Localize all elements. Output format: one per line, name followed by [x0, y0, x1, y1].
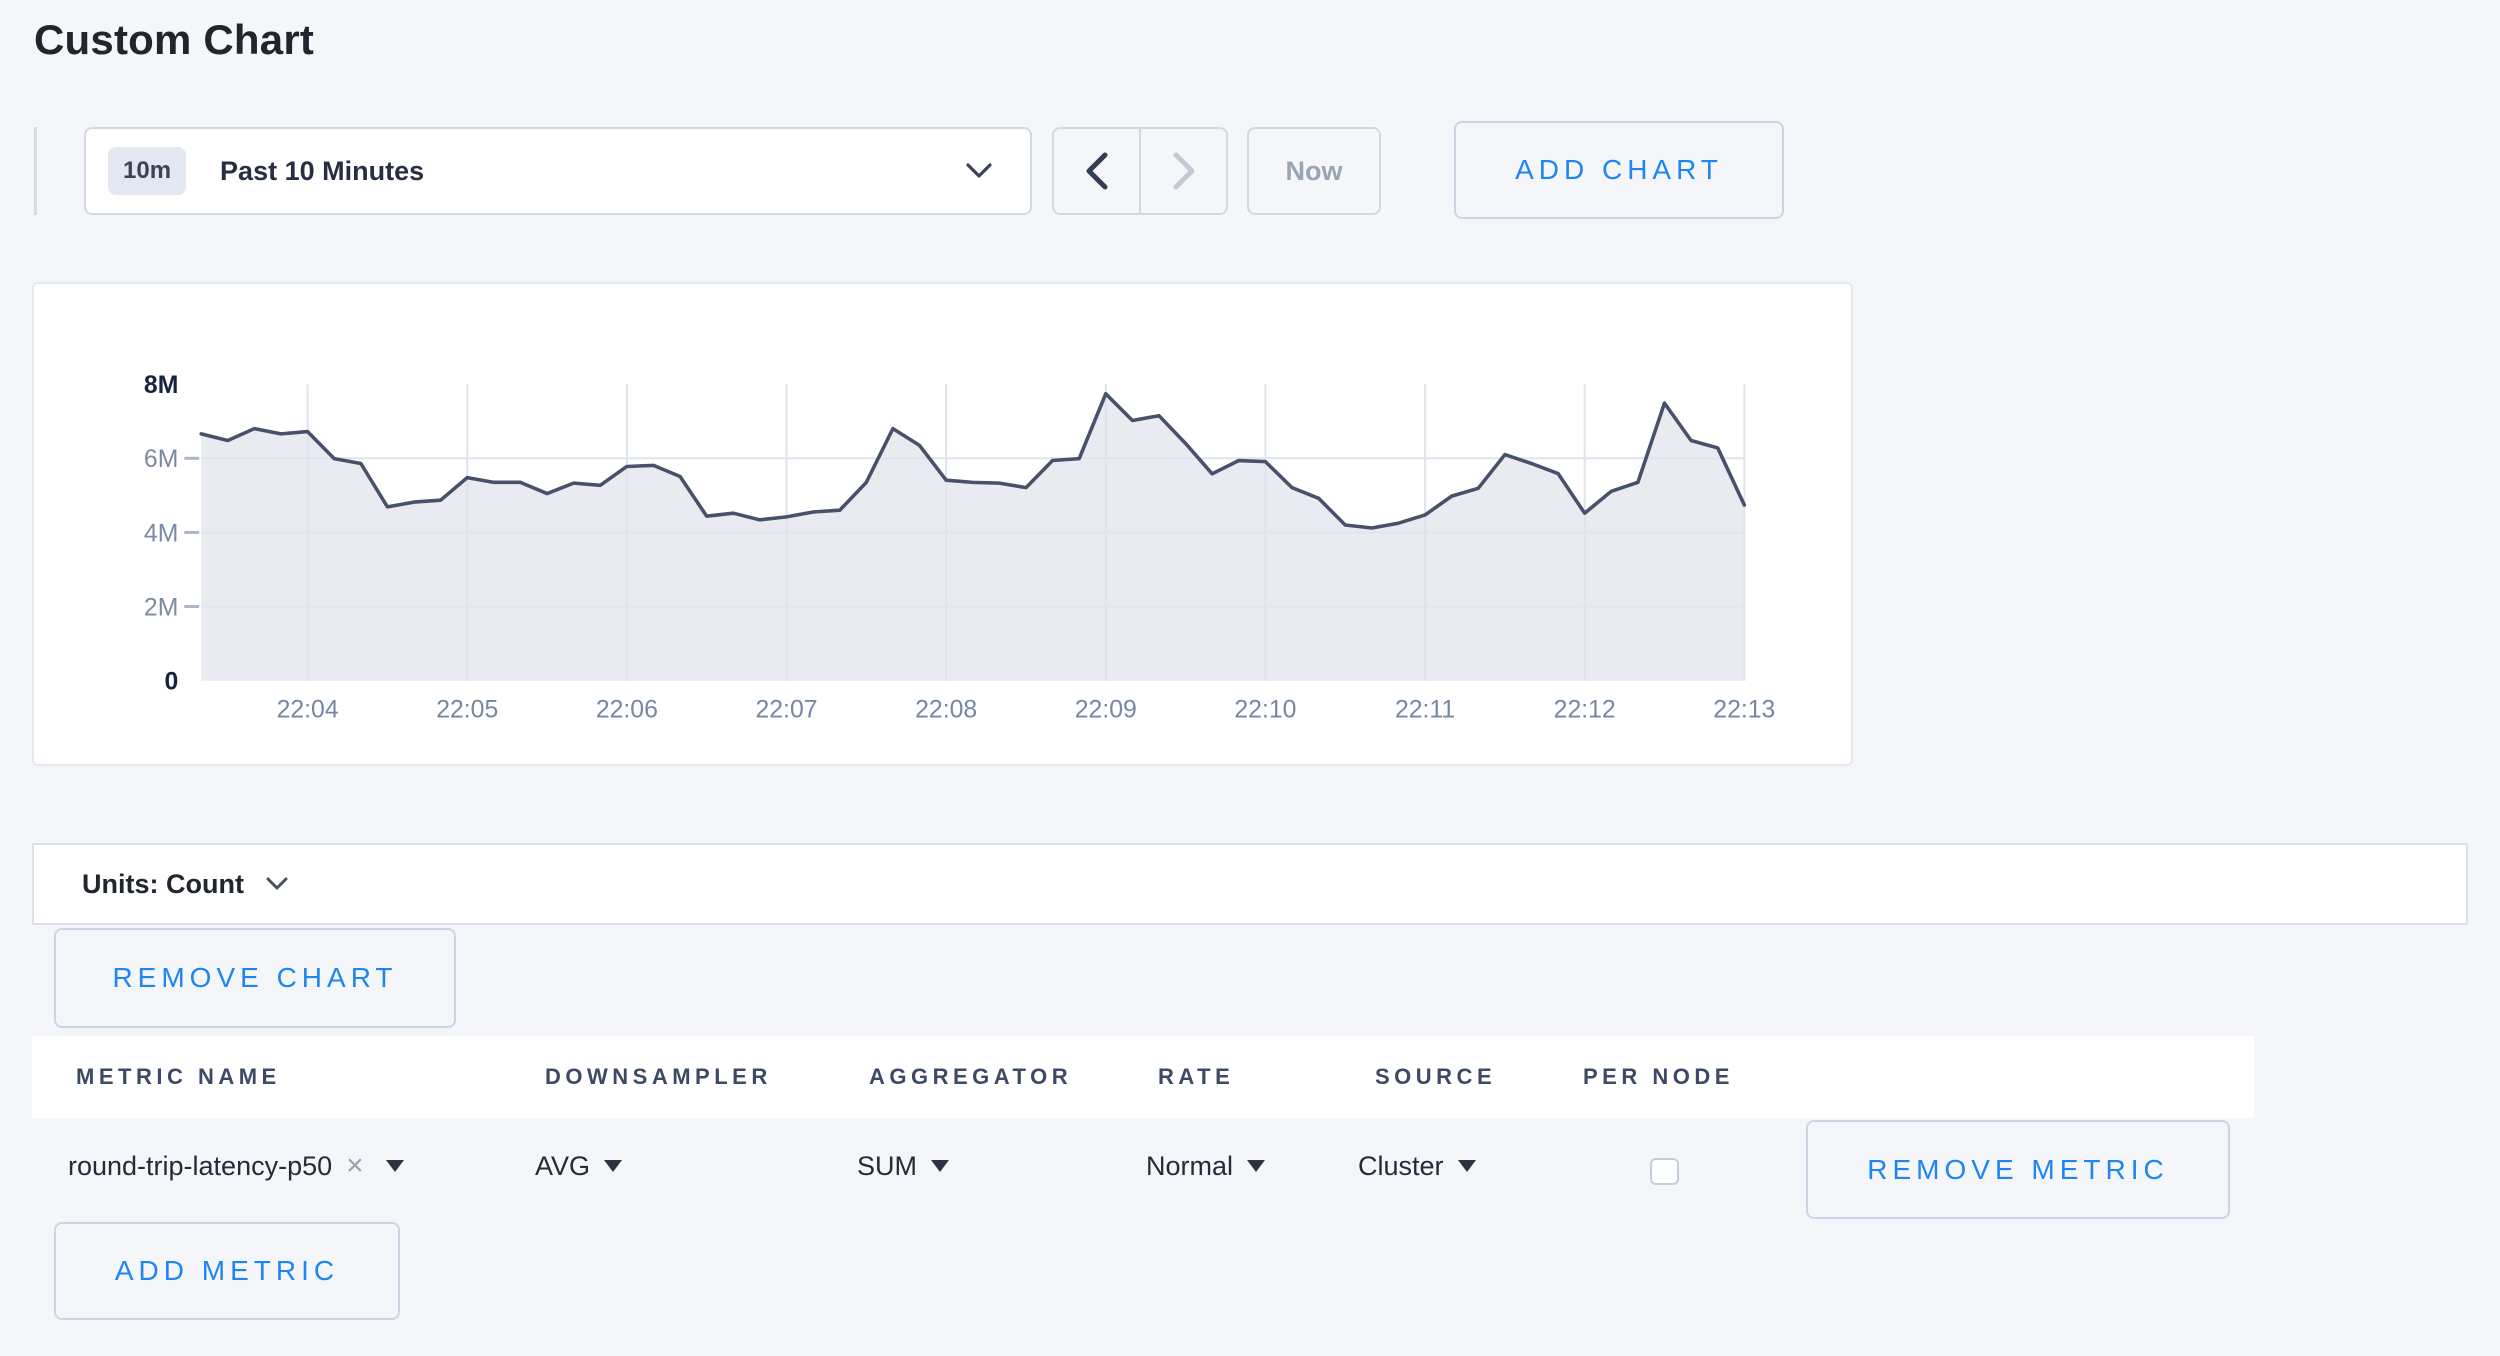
svg-text:22:07: 22:07 — [755, 696, 817, 723]
remove-metric-label: REMOVE METRIC — [1867, 1153, 2169, 1185]
add-chart-label: ADD CHART — [1515, 154, 1723, 185]
chart-card: 0 2M 4M 6M 8M 22:04 22:05 22:06 22:07 22:08 22:09 2… — [32, 282, 1853, 766]
svg-text:4M: 4M — [144, 520, 178, 547]
metric-name-select[interactable]: round-trip-latency-p50 × — [68, 1140, 404, 1192]
time-range-label: Past 10 Minutes — [220, 155, 425, 186]
svg-text:22:09: 22:09 — [1075, 696, 1137, 723]
remove-chart-label: REMOVE CHART — [112, 962, 398, 993]
svg-text:2M: 2M — [144, 594, 178, 621]
page-title: Custom Chart — [34, 16, 315, 63]
chart-area-series — [201, 393, 1745, 681]
svg-text:22:13: 22:13 — [1713, 696, 1775, 723]
time-back-button[interactable] — [1054, 129, 1139, 213]
svg-text:22:12: 22:12 — [1554, 696, 1616, 723]
units-bar: Units: Count — [32, 843, 2468, 925]
svg-text:6M: 6M — [144, 446, 178, 473]
column-header-metric-name: METRIC NAME — [76, 1064, 281, 1089]
svg-text:22:05: 22:05 — [436, 696, 498, 723]
remove-chart-button[interactable]: REMOVE CHART — [54, 928, 456, 1028]
chart-line-series — [199, 391, 1747, 530]
svg-text:0: 0 — [165, 669, 179, 696]
svg-text:22:06: 22:06 — [596, 696, 658, 723]
now-button-label: Now — [1285, 155, 1343, 186]
x-axis-labels: 22:04 22:05 22:06 22:07 22:08 22:09 22:10 22:11… — [277, 696, 1776, 723]
rate-select[interactable]: Normal — [1146, 1140, 1266, 1192]
aggregator-select[interactable]: SUM — [857, 1140, 949, 1192]
now-button[interactable]: Now — [1247, 127, 1381, 215]
downsampler-select[interactable]: AVG — [535, 1140, 623, 1192]
svg-text:22:04: 22:04 — [277, 696, 339, 723]
svg-text:8M: 8M — [144, 372, 178, 399]
source-value: Cluster — [1358, 1150, 1444, 1181]
add-chart-button[interactable]: ADD CHART — [1454, 121, 1784, 219]
column-header-downsampler: DOWNSAMPLER — [545, 1064, 772, 1089]
caret-down-icon — [385, 1160, 404, 1172]
metric-name-value: round-trip-latency-p50 — [68, 1150, 333, 1181]
time-range-badge: 10m — [108, 147, 187, 195]
toolbar-left-divider — [34, 127, 37, 215]
chart-gridlines — [184, 384, 1746, 681]
clear-metric-icon[interactable]: × — [346, 1149, 364, 1182]
source-select[interactable]: Cluster — [1358, 1140, 1476, 1192]
metrics-table-header: METRIC NAME DOWNSAMPLER AGGREGATOR RATE … — [32, 1036, 2254, 1118]
per-node-checkbox[interactable] — [1650, 1158, 1679, 1185]
column-header-per-node: PER NODE — [1583, 1064, 1734, 1089]
units-dropdown-label: Units: Count — [82, 868, 244, 899]
column-header-rate: RATE — [1158, 1064, 1235, 1089]
time-forward-button[interactable] — [1139, 129, 1226, 213]
add-metric-button[interactable]: ADD METRIC — [54, 1222, 400, 1320]
metric-row: round-trip-latency-p50 × AVG SUM Normal … — [0, 1118, 2500, 1212]
y-axis-labels: 0 2M 4M 6M 8M — [144, 372, 178, 696]
rate-value: Normal — [1146, 1150, 1234, 1181]
svg-text:22:08: 22:08 — [915, 696, 977, 723]
time-range-dropdown[interactable]: 10m Past 10 Minutes — [84, 127, 1032, 215]
column-header-aggregator: AGGREGATOR — [869, 1064, 1073, 1089]
remove-metric-button[interactable]: REMOVE METRIC — [1806, 1120, 2230, 1219]
chevron-down-icon — [266, 877, 288, 891]
chevron-down-icon — [966, 163, 992, 179]
add-metric-label: ADD METRIC — [114, 1255, 340, 1286]
caret-down-icon — [1247, 1160, 1266, 1172]
time-nav-group — [1052, 127, 1228, 215]
units-dropdown[interactable]: Units: Count — [82, 869, 288, 900]
chevron-left-icon — [1085, 152, 1109, 190]
downsampler-value: AVG — [535, 1150, 591, 1181]
column-header-source: SOURCE — [1375, 1064, 1497, 1089]
caret-down-icon — [604, 1160, 623, 1172]
svg-text:22:11: 22:11 — [1395, 696, 1455, 723]
aggregator-value: SUM — [857, 1150, 917, 1181]
caret-down-icon — [1457, 1160, 1476, 1172]
svg-text:22:10: 22:10 — [1234, 696, 1296, 723]
caret-down-icon — [931, 1160, 949, 1172]
chevron-right-icon — [1172, 152, 1196, 190]
